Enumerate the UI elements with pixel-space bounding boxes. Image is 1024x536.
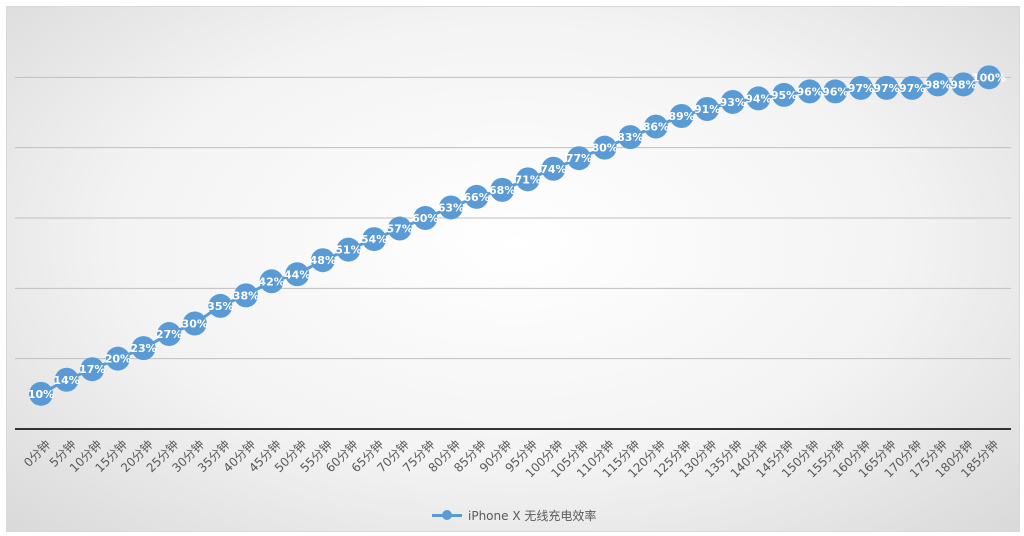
data-point <box>823 79 848 104</box>
data-label: 20% <box>105 353 131 366</box>
data-point <box>618 125 643 150</box>
chart-area: 0分钟 5分钟 10分钟 15分钟 20分钟 25分钟 30分钟 35分钟 40分钟 45分钟 50… <box>6 6 1020 532</box>
data-label: 23% <box>130 342 156 355</box>
data-label: 98% <box>925 78 951 91</box>
data-label: 100% <box>972 71 1006 84</box>
data-label: 74% <box>540 163 566 176</box>
data-point <box>567 146 592 171</box>
data-label: 38% <box>233 289 259 302</box>
legend-label: iPhone X 无线充电效率 <box>468 508 597 523</box>
data-label: 44% <box>284 268 310 281</box>
data-label: 77% <box>566 152 592 165</box>
data-point <box>362 227 387 252</box>
data-label: 30% <box>182 318 208 331</box>
legend: iPhone X 无线充电效率 <box>432 504 596 526</box>
data-point <box>797 79 822 104</box>
data-point <box>490 177 515 202</box>
data-point <box>233 283 258 308</box>
data-point <box>874 75 899 100</box>
data-label: 35% <box>207 300 233 313</box>
data-point <box>951 72 976 97</box>
x-tick-label: 0分钟 <box>20 437 53 470</box>
data-point <box>772 82 797 107</box>
x-tick-labels: 0分钟5分钟10分钟15分钟20分钟25分钟30分钟35分钟40分钟45分钟50… <box>20 437 1001 481</box>
data-label: 91% <box>694 103 720 116</box>
data-label: 66% <box>463 191 489 204</box>
data-label: 94% <box>745 92 771 105</box>
data-label: 57% <box>387 223 413 236</box>
data-label: 89% <box>668 110 694 123</box>
data-label: 71% <box>515 173 541 186</box>
data-label: 17% <box>79 363 105 376</box>
data-label: 97% <box>873 82 899 95</box>
data-label: 10% <box>28 388 54 401</box>
legend-line-marker-icon <box>432 509 462 521</box>
data-label: 63% <box>438 201 464 214</box>
data-label: 54% <box>361 233 387 246</box>
data-point <box>695 96 720 121</box>
gridlines <box>15 76 1011 360</box>
data-point <box>54 367 79 392</box>
data-label: 96% <box>822 85 848 98</box>
data-label: 27% <box>156 328 182 341</box>
data-label: 48% <box>310 254 336 267</box>
data-label: 95% <box>771 89 797 102</box>
data-label: 86% <box>643 121 669 134</box>
data-label: 97% <box>848 82 874 95</box>
data-point <box>29 381 53 406</box>
data-point <box>80 357 105 382</box>
series-iphone-x: 10%14%17%20%23%27%30%35%38%42%44%48%51%5… <box>28 65 1006 406</box>
data-point <box>208 293 233 318</box>
data-point <box>746 86 771 111</box>
data-point <box>720 89 745 114</box>
data-point <box>387 216 412 241</box>
data-point <box>848 75 873 100</box>
data-point <box>285 262 310 287</box>
data-label: 93% <box>720 96 746 109</box>
data-point <box>669 104 694 129</box>
data-point <box>336 237 361 262</box>
data-point <box>900 75 925 100</box>
data-label: 14% <box>53 374 79 387</box>
data-label: 97% <box>899 82 925 95</box>
data-label: 98% <box>950 78 976 91</box>
data-point <box>464 184 489 209</box>
data-point <box>643 114 668 139</box>
data-point <box>131 336 156 361</box>
series-line <box>40 75 990 396</box>
data-point <box>541 156 566 181</box>
data-point <box>592 135 617 160</box>
data-point <box>259 269 284 294</box>
data-point <box>438 195 463 220</box>
data-point <box>515 167 540 192</box>
data-label: 96% <box>796 85 822 98</box>
data-point <box>925 72 950 97</box>
data-point <box>182 311 207 336</box>
data-label: 42% <box>258 275 284 288</box>
line-chart: 0分钟5分钟10分钟15分钟20分钟25分钟30分钟35分钟40分钟45分钟50… <box>15 65 1011 481</box>
data-label: 83% <box>617 131 643 144</box>
data-label: 60% <box>412 212 438 225</box>
data-label: 68% <box>489 184 515 197</box>
data-point <box>105 346 130 371</box>
data-point <box>413 206 438 230</box>
data-label: 80% <box>592 142 618 155</box>
data-point <box>310 248 335 273</box>
data-point <box>977 65 1001 90</box>
data-label: 51% <box>335 244 361 257</box>
data-point <box>157 322 182 347</box>
